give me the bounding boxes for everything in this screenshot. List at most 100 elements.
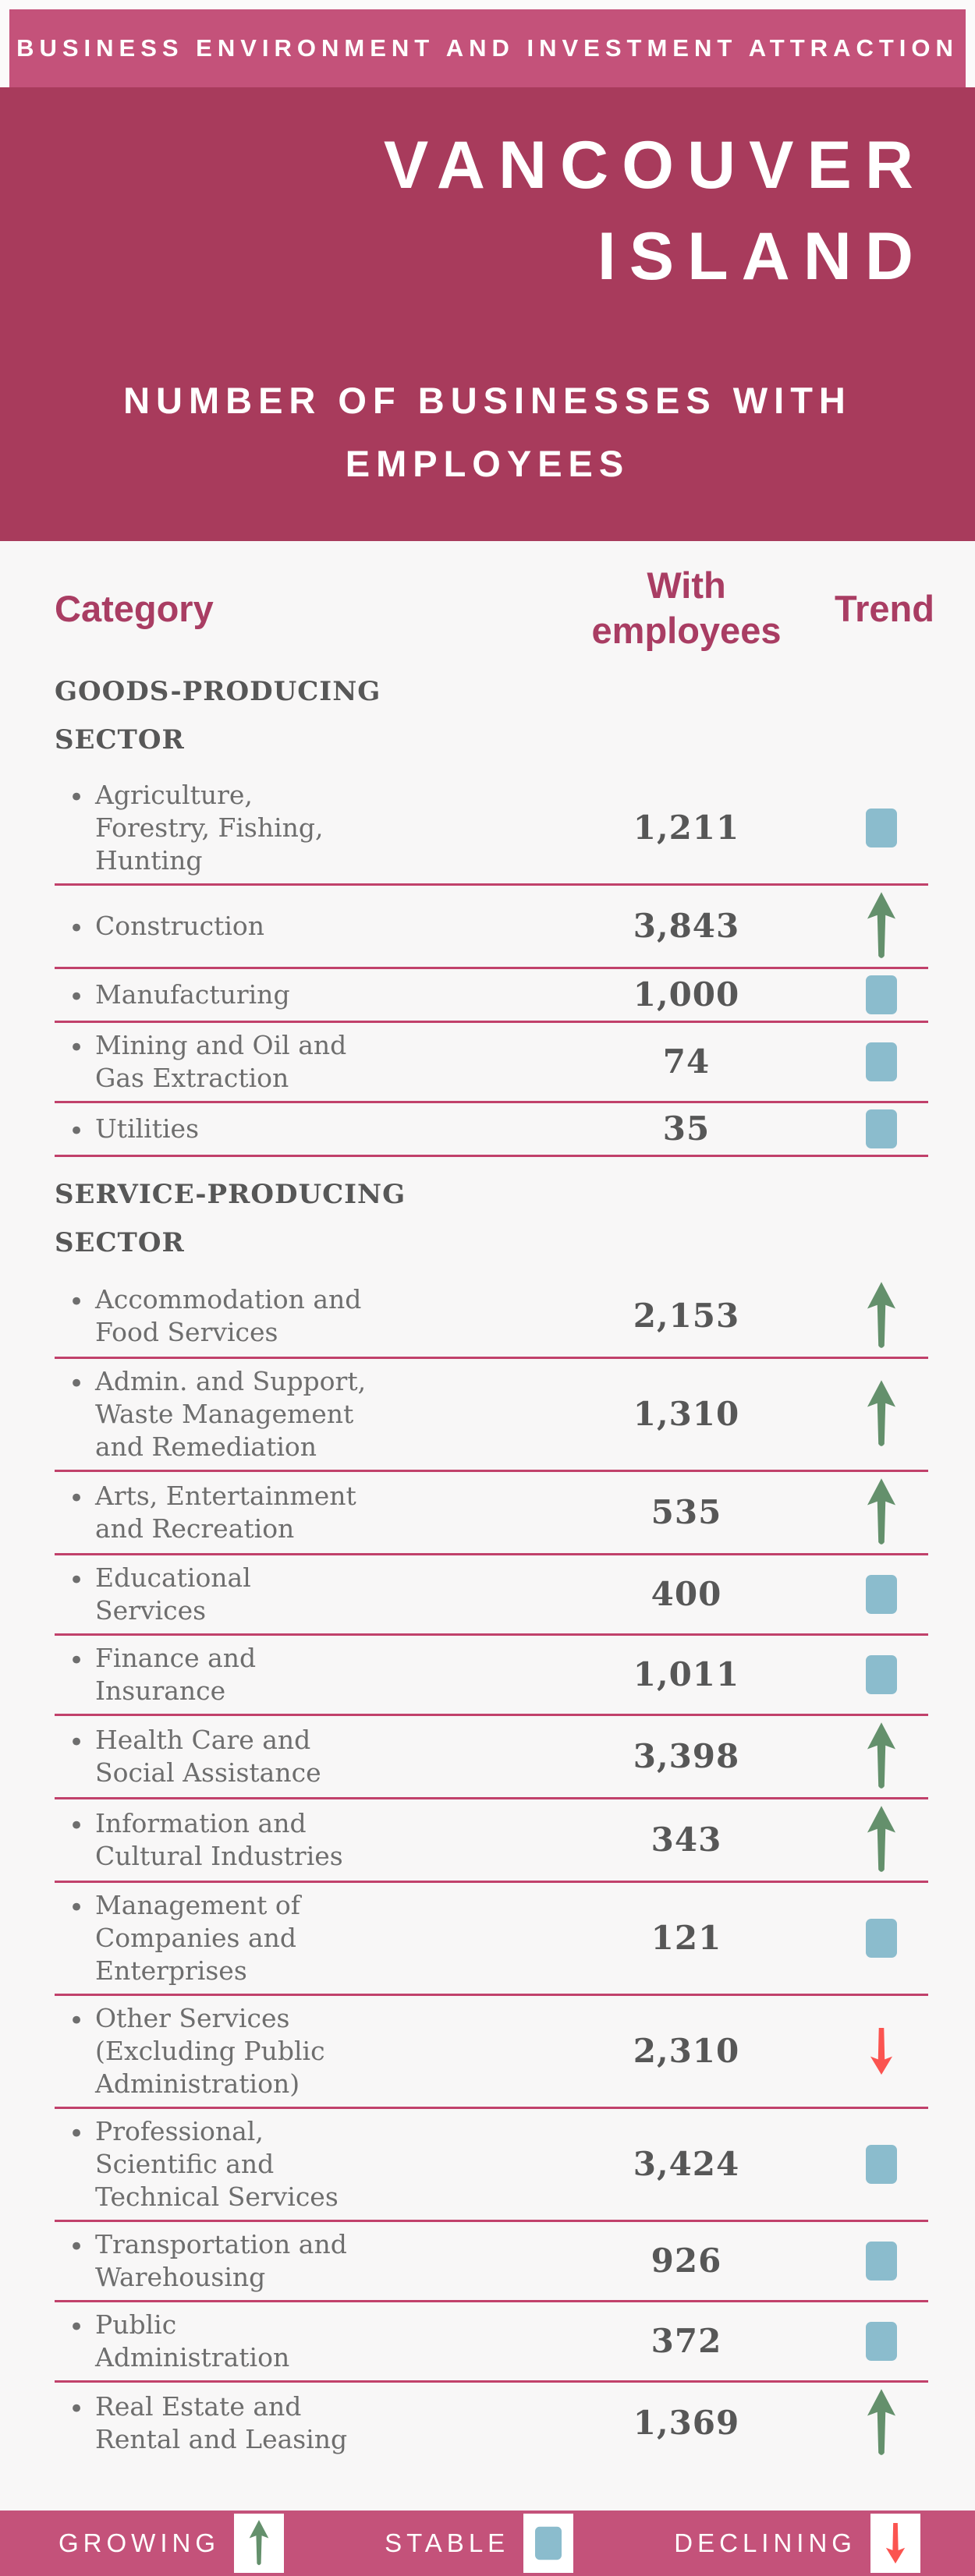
with-employees-value: 343	[651, 1821, 722, 1859]
trend-stable-icon	[866, 1654, 897, 1694]
column-header-trend: Trend	[835, 587, 934, 629]
category-label: Arts, Entertainment and Recreation	[95, 1480, 356, 1544]
category-label: Public Administration	[95, 2309, 290, 2373]
with-employees-value: 3,398	[633, 1737, 740, 1776]
category-label: Other Services (Excluding Public Adminis…	[95, 2002, 325, 2099]
legend-growing-box	[233, 2513, 284, 2573]
header-block: VANCOUVER ISLAND NUMBER OF BUSINESSES WI…	[0, 87, 975, 541]
trend-cell	[835, 892, 928, 961]
table-row: • Utilities 35	[55, 1103, 928, 1157]
table-row: • Arts, Entertainment and Recreation 535	[55, 1472, 928, 1555]
trend-stable-icon	[866, 2241, 897, 2281]
section-heading: GOODS-PRODUCING SECTOR	[55, 676, 381, 755]
topbar-title: BUSINESS ENVIRONMENT AND INVESTMENT ATTR…	[16, 34, 959, 62]
with-employees-value: 1,369	[633, 2404, 740, 2443]
category-label: Accommodation and Food Services	[95, 1283, 362, 1347]
table-row: • Admin. and Support, Waste Management a…	[55, 1359, 928, 1472]
legend-item-declining: DECLINING	[674, 2513, 920, 2573]
trend-cell	[835, 975, 928, 1014]
table-row: • Finance and Insurance 1,011	[55, 1636, 928, 1716]
category-label: Finance and Insurance	[95, 1642, 257, 1706]
bullet-icon: •	[69, 981, 85, 1013]
bullet-icon: •	[69, 1031, 85, 1063]
trend-cell	[835, 2388, 928, 2457]
trend-stable-icon	[866, 2321, 897, 2361]
table-row: • Transportation and Warehousing 926	[55, 2222, 928, 2302]
legend-bar: GROWING STABLE DECLINING	[0, 2510, 975, 2576]
bullet-icon: •	[69, 781, 85, 813]
trend-up-icon	[867, 2388, 896, 2457]
trend-cell	[835, 1805, 928, 1874]
page-title: VANCOUVER ISLAND	[383, 128, 927, 294]
bullet-icon: •	[69, 2393, 85, 2425]
with-employees-value: 400	[651, 1575, 722, 1614]
with-employees-value: 1,011	[633, 1655, 740, 1694]
trend-stable-icon	[866, 2144, 897, 2184]
bullet-icon: •	[69, 1644, 85, 1676]
with-employees-value: 3,424	[633, 2145, 740, 2184]
category-label: Information and Cultural Industries	[95, 1807, 343, 1871]
trend-cell	[835, 808, 928, 847]
section-rows: • Accommodation and Food Services 2,153 …	[55, 1276, 928, 2464]
table-row: • Other Services (Excluding Public Admin…	[55, 1996, 928, 2109]
category-label: Utilities	[95, 1113, 200, 1144]
trend-up-icon	[867, 1721, 896, 1791]
table-section: GOODS-PRODUCING SECTOR • Agriculture, Fo…	[55, 668, 928, 1157]
with-employees-value: 121	[651, 1919, 722, 1958]
table-row: • Real Estate and Rental and Leasing 1,3…	[55, 2383, 928, 2464]
with-employees-value: 535	[651, 1493, 722, 1532]
trend-up-icon	[867, 1805, 896, 1874]
table-row: • Information and Cultural Industries 34…	[55, 1799, 928, 1883]
bullet-icon: •	[69, 2005, 85, 2036]
category-label: Admin. and Support, Waste Management and…	[95, 1365, 367, 1462]
table-row: • Health Care and Social Assistance 3,39…	[55, 1716, 928, 1799]
category-label: Management of Companies and Enterprises	[95, 1889, 300, 1986]
category-label: Health Care and Social Assistance	[95, 1724, 321, 1788]
category-label: Real Estate and Rental and Leasing	[95, 2390, 348, 2454]
with-employees-value: 372	[651, 2322, 722, 2361]
legend-stable-box	[523, 2513, 574, 2573]
topbar: BUSINESS ENVIRONMENT AND INVESTMENT ATTR…	[9, 9, 966, 87]
table-row: • Accommodation and Food Services 2,153	[55, 1276, 928, 1359]
section-rows: • Agriculture, Forestry, Fishing, Huntin…	[55, 773, 928, 1157]
with-employees-value: 1,211	[633, 809, 740, 847]
bullet-icon: •	[69, 1891, 85, 1923]
trend-up-icon	[867, 1477, 896, 1547]
bullet-icon: •	[69, 1810, 85, 1842]
trend-cell	[835, 1379, 928, 1449]
trend-cell	[835, 2027, 928, 2075]
with-employees-value: 1,000	[633, 975, 740, 1014]
with-employees-value: 2,310	[633, 2032, 740, 2071]
table-row: • Educational Services 400	[55, 1555, 928, 1636]
legend-item-stable: STABLE	[385, 2513, 574, 2573]
trend-down-icon	[870, 2027, 893, 2075]
bullet-icon: •	[69, 1726, 85, 1758]
trend-cell	[835, 2144, 928, 2184]
column-header-with-employees: With employees	[591, 564, 782, 652]
category-label: Agriculture, Forestry, Fishing, Hunting	[95, 779, 324, 876]
trend-stable-icon	[866, 808, 897, 847]
table-section: SERVICE-PRODUCING SECTOR • Accommodation…	[55, 1171, 928, 2464]
table-row: • Agriculture, Forestry, Fishing, Huntin…	[55, 773, 928, 886]
trend-up-icon	[867, 1281, 896, 1350]
trend-stable-icon	[535, 2526, 562, 2560]
trend-stable-icon	[866, 1109, 897, 1148]
table-row: • Manufacturing 1,000	[55, 969, 928, 1023]
bullet-icon: •	[69, 2118, 85, 2150]
table-area: Category With employees Trend GOODS-PROD…	[0, 540, 975, 2511]
trend-stable-icon	[866, 975, 897, 1014]
with-employees-value: 926	[651, 2242, 722, 2281]
with-employees-value: 1,310	[633, 1395, 740, 1434]
trend-stable-icon	[866, 1574, 897, 1614]
trend-cell	[835, 1109, 928, 1148]
category-label: Transportation and Warehousing	[95, 2228, 347, 2292]
category-label: Educational Services	[95, 1562, 251, 1626]
trend-cell	[835, 1654, 928, 1694]
with-employees-value: 3,843	[633, 907, 740, 946]
bullet-icon: •	[69, 2231, 85, 2263]
trend-cell	[835, 1574, 928, 1614]
legend-label-stable: STABLE	[385, 2528, 510, 2557]
column-header-category: Category	[55, 587, 214, 629]
table-body: GOODS-PRODUCING SECTOR • Agriculture, Fo…	[55, 668, 928, 2464]
